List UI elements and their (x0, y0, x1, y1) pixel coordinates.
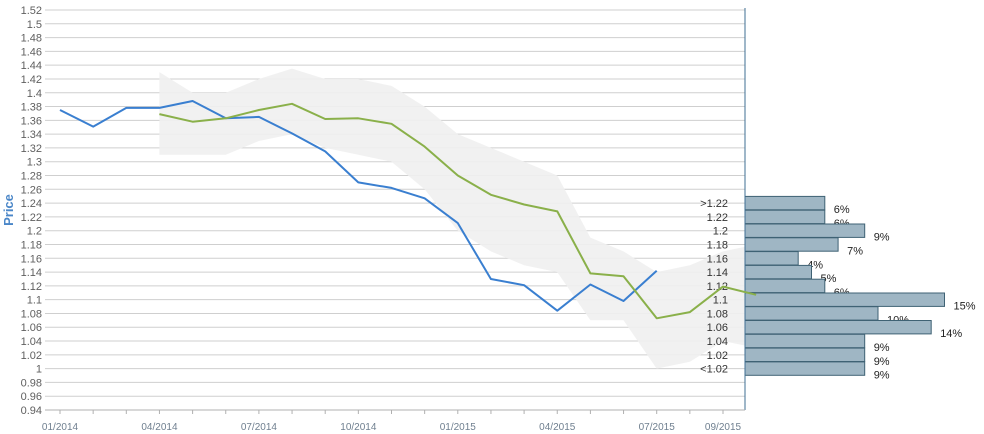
histogram-bar (744, 278, 826, 294)
confidence-band (159, 68, 757, 369)
x-tick-label: 01/2015 (440, 422, 477, 433)
y-tick-label: 1.46 (21, 46, 42, 58)
histogram-bar (744, 361, 866, 376)
histogram-bin-label: 1.2 (713, 226, 728, 238)
histogram-bin-label: >1.22 (700, 198, 728, 210)
histogram-bar (744, 333, 866, 349)
y-tick-label: 1.16 (21, 253, 42, 265)
histogram-percent-label: 14% (940, 328, 962, 340)
histogram-percent-label: 7% (847, 245, 863, 257)
histogram-bar (744, 320, 932, 335)
histogram-bin-label: 1.14 (707, 267, 728, 279)
y-tick-label: 1.28 (21, 171, 42, 183)
histogram-bin-label: 1.16 (707, 253, 728, 265)
y-axis-title: Price (1, 194, 16, 226)
y-tick-label: 1.3 (27, 157, 42, 169)
x-tick-label: 01/2014 (42, 422, 79, 433)
y-tick-label: 1.34 (21, 129, 42, 141)
histogram-bin-label: 1.18 (707, 239, 728, 251)
y-tick-label: 1.14 (21, 267, 42, 279)
histogram-bin-label: <1.02 (700, 364, 728, 376)
y-tick-label: 1.52 (21, 5, 42, 17)
histogram-bin-label: 1.08 (707, 308, 728, 320)
histogram-bar (744, 292, 945, 307)
histogram-percent-label: 9% (874, 356, 890, 368)
histogram-bin-label: 1.02 (707, 350, 728, 362)
histogram-bar (744, 264, 812, 280)
y-tick-label: 1.38 (21, 102, 42, 114)
y-tick-label: 1.42 (21, 74, 42, 86)
y-tick-label: 1 (36, 364, 42, 376)
x-tick-label: 07/2015 (639, 422, 676, 433)
y-tick-label: 1.48 (21, 33, 42, 45)
series-0 (59, 100, 658, 312)
histogram-percent-label: 15% (954, 301, 976, 313)
y-tick-label: 1.2 (27, 226, 42, 238)
y-tick-label: 0.94 (21, 405, 42, 417)
y-tick-label: 0.98 (21, 377, 42, 389)
y-tick-label: 1.44 (21, 60, 42, 72)
y-tick-label: 1.22 (21, 212, 42, 224)
y-tick-label: 0.96 (21, 391, 42, 403)
y-tick-label: 1.24 (21, 198, 42, 210)
x-tick-label: 10/2014 (340, 422, 377, 433)
y-tick-label: 1.08 (21, 308, 42, 320)
histogram-bar (744, 195, 826, 211)
histogram-bin-label: 1.06 (707, 322, 728, 334)
y-tick-label: 1.4 (27, 88, 42, 100)
histogram-percent-label: 6% (834, 204, 850, 216)
y-tick-label: 1.12 (21, 281, 42, 293)
y-tick-label: 1.02 (21, 350, 42, 362)
y-tick-label: 1.26 (21, 184, 42, 196)
histogram-bar (744, 223, 866, 238)
histogram-percent-label: 9% (874, 370, 890, 382)
y-tick-label: 1.1 (27, 295, 42, 307)
histogram-bin-label: 1.04 (707, 336, 728, 348)
histogram-bar (744, 251, 799, 266)
histogram-bin-label: 1.1 (713, 295, 728, 307)
y-tick-label: 1.06 (21, 322, 42, 334)
histogram-bin-label: 1.12 (707, 281, 728, 293)
y-tick-label: 1.36 (21, 115, 42, 127)
histogram-percent-label: 9% (874, 232, 890, 244)
histogram-bar (744, 237, 839, 252)
y-tick-label: 1.18 (21, 239, 42, 251)
x-tick-label: 04/2015 (539, 422, 576, 433)
histogram-percent-label: 9% (874, 342, 890, 354)
histogram-bar (744, 347, 866, 363)
x-tick-label: 04/2014 (141, 422, 178, 433)
series-1 (159, 102, 757, 320)
y-tick-label: 1.04 (21, 336, 42, 348)
histogram-bin-label: 1.22 (707, 212, 728, 224)
y-tick-label: 1.5 (27, 19, 42, 31)
x-tick-label: 09/2015 (705, 422, 742, 433)
histogram-bar (744, 306, 879, 321)
histogram-bar (744, 209, 826, 225)
x-tick-label: 07/2014 (241, 422, 278, 433)
y-tick-label: 1.32 (21, 143, 42, 155)
